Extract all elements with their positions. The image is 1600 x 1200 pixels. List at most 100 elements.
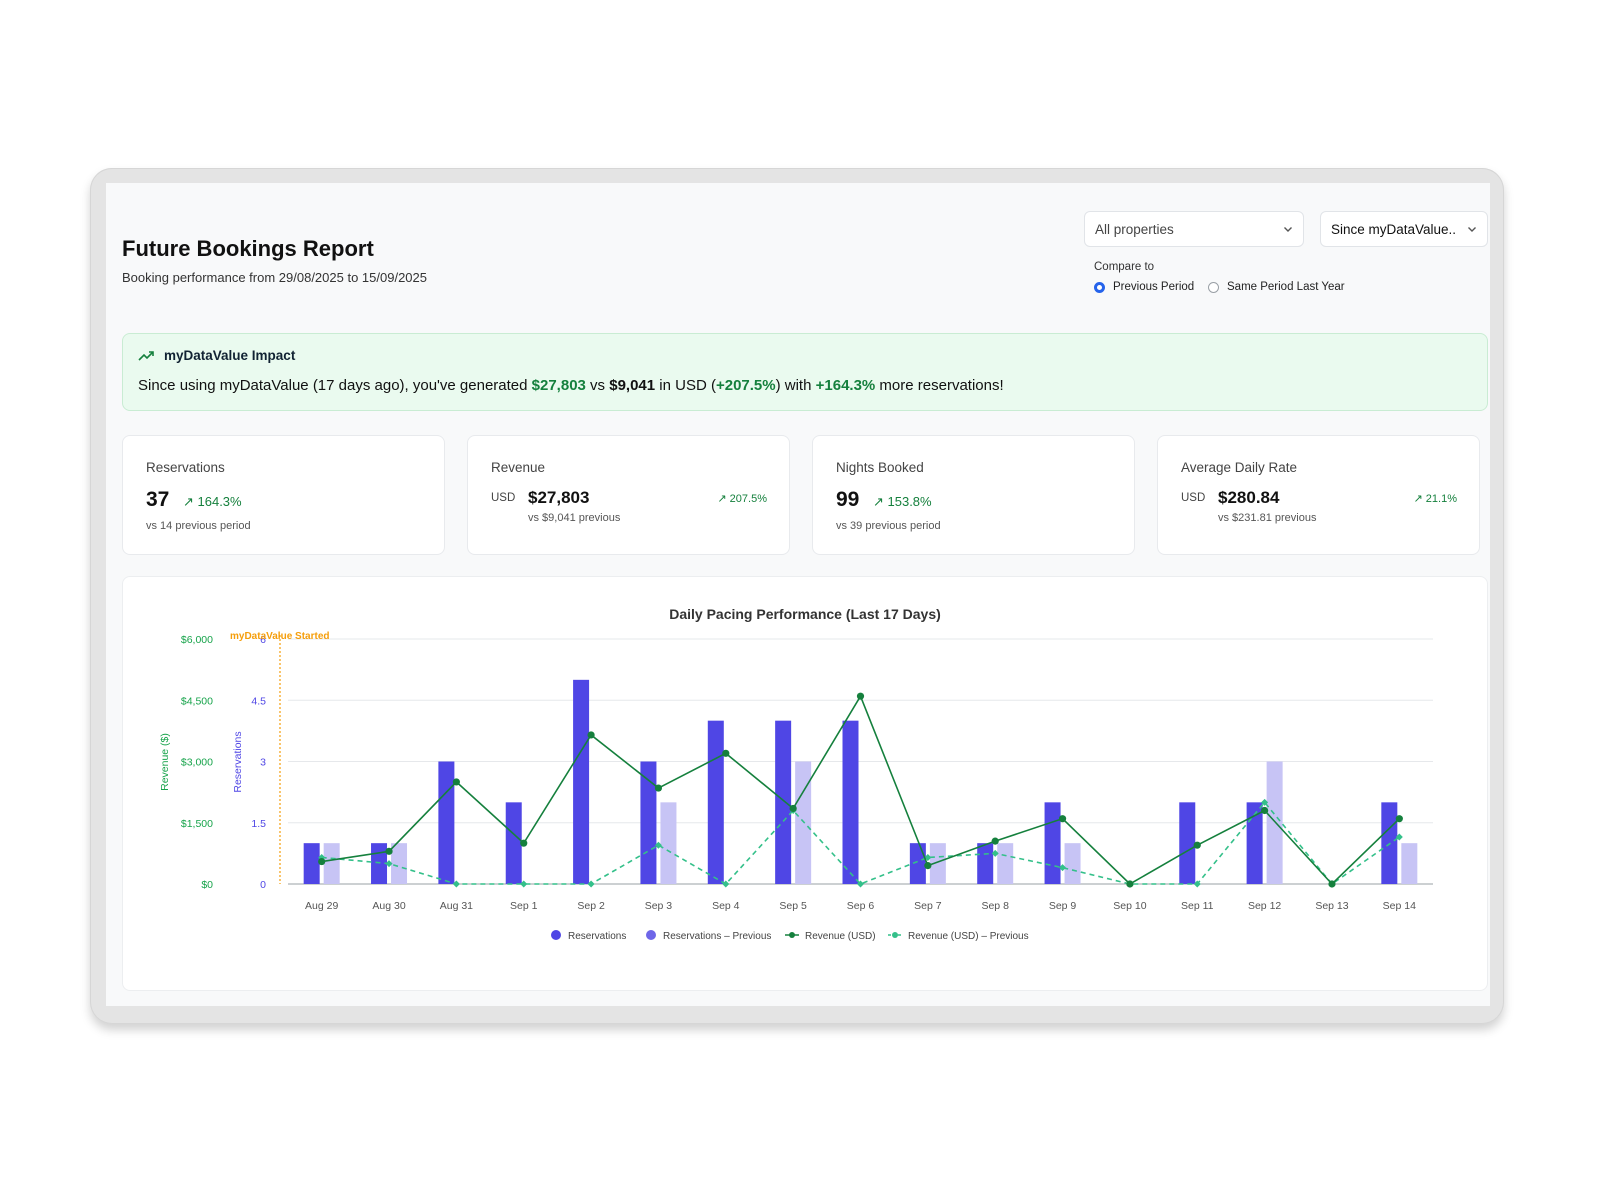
property-select-label: All properties [1095, 221, 1174, 237]
reservations-previous-bar [1064, 843, 1081, 884]
compare-label: Compare to [1094, 261, 1155, 273]
x-tick-label: Aug 29 [305, 900, 338, 912]
revenue-previous-point [991, 849, 999, 857]
radio-unselected-icon [1208, 281, 1219, 293]
reservations-bar [303, 843, 320, 884]
y-left-tick: $1,500 [181, 818, 213, 830]
x-tick-label: Sep 12 [1248, 900, 1281, 912]
x-tick-label: Sep 5 [779, 900, 807, 912]
kpi-title: Revenue [491, 460, 546, 475]
impact-text-prefix: Since using myDataValue (17 days ago), y… [138, 377, 532, 394]
kpi-title: Reservations [146, 460, 225, 475]
revenue-point [385, 847, 393, 855]
reservations-previous-bar [795, 761, 812, 884]
reservations-previous-bar [660, 802, 677, 884]
revenue-previous-point [1261, 798, 1269, 806]
compare-option-label: Same Period Last Year [1227, 281, 1345, 293]
revenue-point [654, 784, 663, 792]
reservations-bar [909, 843, 926, 884]
page-subtitle: Booking performance from 29/08/2025 to 1… [122, 270, 427, 285]
revenue-previous-point [1395, 833, 1403, 841]
start-marker-label: myDataValue Started [230, 631, 330, 642]
reservations-previous-bar [1266, 761, 1283, 884]
revenue-point [587, 731, 595, 739]
x-tick-label: Sep 3 [645, 900, 673, 912]
kpi-sub: vs $9,041 previous [528, 512, 621, 524]
reservations-bar [505, 802, 522, 884]
reservations-bar [1044, 802, 1061, 884]
kpi-value: 99 [836, 488, 860, 511]
chevron-down-icon [1468, 227, 1476, 232]
legend-label: Revenue (USD) [805, 931, 876, 942]
compare-previous-period-radio[interactable]: Previous Period [1094, 281, 1194, 293]
revenue-point [991, 837, 999, 845]
kpi-value: $280.84 [1218, 488, 1280, 507]
pacing-chart: $0 $1,500 $3,000 $4,500 $6,000 0 1.5 3 4.5 6 Reven… [159, 631, 1433, 942]
kpi-title: Nights Booked [836, 460, 924, 475]
kpi-change: ↗ 164.3% [183, 494, 242, 509]
reservations-bar [1179, 802, 1196, 884]
x-tick-label: Sep 14 [1383, 900, 1416, 912]
y-right-tick: 1.5 [251, 818, 266, 830]
chevron-down-icon [1284, 227, 1292, 232]
reservations-bar [1246, 802, 1263, 884]
revenue-previous-point [452, 880, 460, 888]
x-tick-label: Sep 11 [1181, 900, 1214, 912]
impact-vs: vs [585, 377, 610, 394]
revenue-point [924, 862, 932, 870]
impact-banner: myDataValue Impact Since using myDataVal… [122, 333, 1488, 411]
kpi-sub: vs 39 previous period [836, 520, 941, 532]
revenue-point [1395, 815, 1403, 823]
radio-selected-icon [1094, 281, 1105, 293]
kpi-currency: USD [491, 492, 516, 504]
legend-swatch-point [892, 932, 898, 938]
pacing-chart-card: Daily Pacing Performance (Last 17 Days) … [122, 576, 1488, 991]
kpi-sub: vs 14 previous period [146, 520, 251, 532]
impact-revenue-now: $27,803 [531, 377, 586, 394]
impact-heading-text: myDataValue Impact [164, 348, 296, 363]
x-tick-label: Sep 7 [914, 900, 942, 912]
kpi-change: ↗ 21.1% [1413, 493, 1457, 505]
compare-same-period-last-year-radio[interactable]: Same Period Last Year [1208, 281, 1345, 293]
reservations-previous-bar [1401, 843, 1418, 884]
reservations-bar [775, 720, 792, 884]
compare-option-label: Previous Period [1113, 281, 1195, 293]
reservations-previous-bar [997, 843, 1014, 884]
x-tick-label: Sep 2 [577, 900, 605, 912]
revenue-previous-point [385, 860, 393, 868]
kpi-value: 37 [146, 488, 170, 511]
reservations-bar [573, 679, 590, 884]
y-left-label: Revenue ($) [159, 733, 171, 791]
revenue-point [1261, 806, 1269, 815]
period-select[interactable]: Since myDataValue.. [1320, 211, 1488, 247]
revenue-previous-point [924, 853, 932, 861]
revenue-point [452, 778, 460, 786]
x-tick-label: Sep 10 [1113, 900, 1146, 912]
x-tick-label: Sep 8 [981, 900, 1009, 912]
x-tick-label: Sep 4 [712, 900, 740, 912]
legend-label: Reservations [568, 931, 626, 942]
kpi-card-nights-booked: Nights Booked 99 ↗ 153.8% vs 39 previous… [812, 435, 1135, 555]
legend-swatch-point [789, 932, 795, 938]
revenue-previous-point [654, 841, 662, 849]
y-right-tick: 3 [260, 757, 266, 769]
revenue-point [1328, 880, 1336, 888]
y-right-tick: 4.5 [251, 695, 266, 707]
revenue-previous-line [321, 801, 1400, 886]
trending-up-icon [138, 350, 154, 361]
revenue-point [722, 749, 730, 757]
y-right-label: Reservations [232, 731, 244, 792]
revenue-point [1058, 815, 1067, 823]
revenue-point [1126, 880, 1134, 888]
property-select[interactable]: All properties [1084, 211, 1304, 247]
y-right-tick: 6 [260, 634, 266, 646]
impact-revenue-change: +207.5% [715, 377, 776, 394]
revenue-point [520, 839, 528, 847]
legend-label: Revenue (USD) – Previous [908, 931, 1029, 942]
y-right-tick: 0 [260, 879, 266, 891]
revenue-point [789, 804, 797, 813]
reservations-bar [438, 761, 455, 884]
kpi-currency: USD [1181, 492, 1206, 504]
impact-with: ) with [775, 377, 816, 394]
y-left-tick: $0 [201, 879, 213, 891]
